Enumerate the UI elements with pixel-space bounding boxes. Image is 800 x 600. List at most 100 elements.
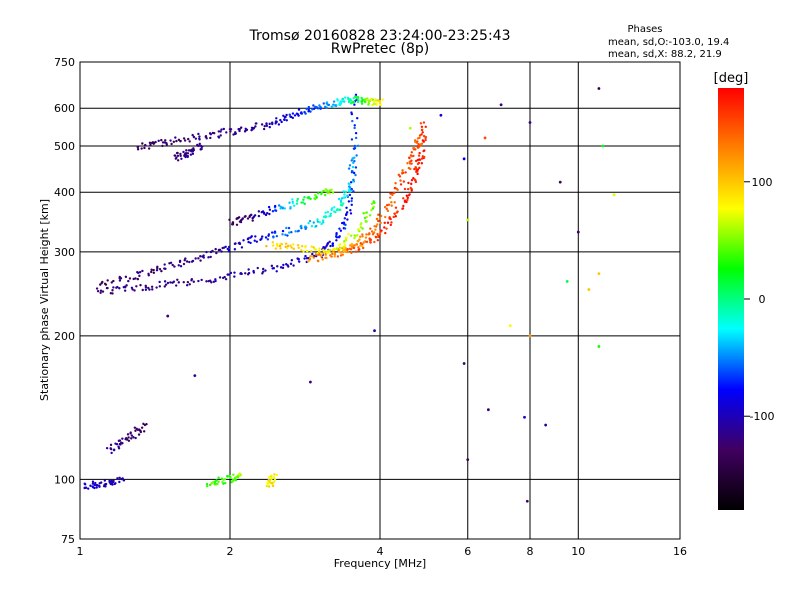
data-point bbox=[418, 151, 421, 155]
data-point bbox=[229, 271, 233, 275]
data-point bbox=[334, 235, 338, 238]
data-point bbox=[286, 234, 289, 237]
data-point bbox=[147, 286, 150, 290]
data-point bbox=[325, 189, 329, 192]
data-point bbox=[359, 244, 362, 247]
data-point bbox=[341, 98, 344, 101]
data-point bbox=[220, 250, 223, 253]
data-point bbox=[289, 244, 292, 247]
data-point bbox=[351, 119, 354, 123]
data-point bbox=[191, 133, 194, 137]
data-point bbox=[163, 285, 166, 288]
data-point bbox=[192, 135, 196, 139]
data-point bbox=[362, 212, 365, 215]
data-point bbox=[238, 241, 241, 245]
x-axis-ticks: 1 2 4 6 8 10 16 bbox=[77, 545, 688, 558]
data-point bbox=[558, 180, 562, 184]
data-point bbox=[287, 265, 290, 268]
data-point bbox=[376, 239, 380, 242]
data-point bbox=[263, 212, 266, 215]
data-point bbox=[401, 171, 404, 174]
data-point bbox=[267, 205, 271, 209]
data-point bbox=[375, 102, 378, 105]
data-point bbox=[281, 229, 285, 233]
data-point bbox=[239, 126, 243, 129]
data-point bbox=[289, 262, 293, 266]
data-point bbox=[544, 423, 548, 427]
data-point bbox=[95, 486, 98, 489]
data-point bbox=[286, 246, 289, 250]
data-point bbox=[116, 285, 119, 289]
data-point bbox=[217, 130, 220, 133]
data-point bbox=[347, 188, 351, 191]
data-point bbox=[324, 250, 327, 253]
data-point bbox=[339, 102, 343, 105]
data-point bbox=[243, 215, 247, 218]
data-point bbox=[135, 285, 138, 288]
data-point bbox=[354, 136, 358, 140]
data-point bbox=[376, 99, 380, 102]
chart-subtitle: RwPretec (8p) bbox=[331, 41, 429, 57]
data-point bbox=[375, 217, 379, 221]
data-point bbox=[304, 246, 307, 249]
data-point bbox=[406, 162, 409, 165]
data-point bbox=[350, 203, 353, 207]
data-point bbox=[349, 248, 353, 251]
data-point bbox=[205, 137, 208, 140]
data-point bbox=[332, 100, 336, 103]
data-point bbox=[419, 142, 423, 146]
data-point bbox=[180, 157, 183, 160]
data-point bbox=[403, 187, 407, 191]
data-point bbox=[342, 202, 345, 205]
data-point bbox=[410, 178, 414, 182]
data-point bbox=[312, 221, 315, 224]
data-point bbox=[157, 139, 160, 143]
y-tick-label: 600 bbox=[54, 102, 75, 115]
data-point bbox=[326, 191, 330, 194]
data-point bbox=[409, 186, 412, 190]
data-point bbox=[342, 221, 346, 224]
data-point bbox=[284, 115, 287, 119]
data-point bbox=[339, 201, 343, 204]
data-point bbox=[118, 279, 122, 282]
data-point bbox=[99, 291, 102, 294]
data-point bbox=[418, 166, 421, 170]
data-point bbox=[354, 250, 358, 253]
data-point bbox=[348, 193, 352, 197]
data-point bbox=[147, 272, 150, 276]
data-point bbox=[349, 209, 352, 212]
data-point bbox=[303, 202, 306, 206]
data-point bbox=[359, 242, 362, 245]
data-point bbox=[149, 143, 152, 147]
data-point bbox=[356, 240, 359, 243]
data-point bbox=[339, 208, 342, 212]
data-point bbox=[175, 156, 178, 159]
data-point bbox=[101, 280, 104, 284]
data-point bbox=[108, 479, 111, 483]
data-point bbox=[282, 263, 285, 267]
data-point bbox=[408, 156, 411, 159]
data-point bbox=[307, 260, 310, 263]
data-point bbox=[288, 231, 291, 234]
data-point bbox=[163, 280, 167, 283]
data-point bbox=[392, 191, 396, 195]
data-point bbox=[387, 203, 391, 206]
data-point bbox=[350, 245, 354, 249]
data-point bbox=[104, 283, 108, 286]
data-point bbox=[129, 431, 132, 434]
data-point bbox=[268, 125, 271, 129]
data-point bbox=[318, 247, 321, 250]
data-point bbox=[275, 120, 278, 124]
data-point bbox=[263, 124, 266, 128]
data-point bbox=[260, 123, 264, 126]
data-point bbox=[254, 122, 258, 125]
data-point bbox=[237, 216, 241, 219]
data-point bbox=[247, 237, 250, 240]
data-point bbox=[350, 102, 353, 105]
data-point bbox=[356, 233, 359, 237]
data-point bbox=[406, 198, 409, 202]
data-point bbox=[265, 122, 268, 125]
data-point bbox=[224, 481, 227, 485]
data-point bbox=[191, 259, 195, 263]
data-point bbox=[308, 219, 312, 223]
